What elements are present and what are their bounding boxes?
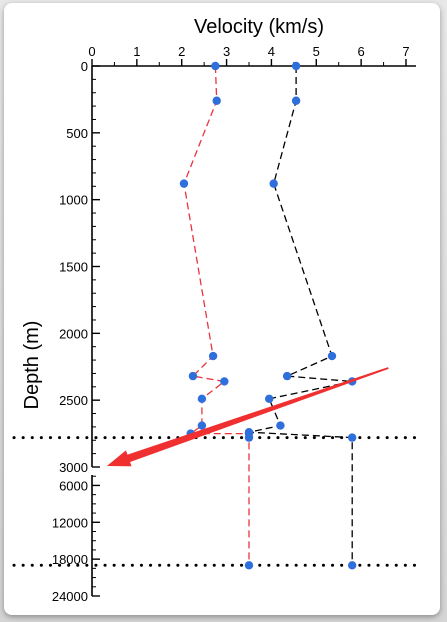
x-tick-label: 3 (223, 44, 230, 59)
data-point (244, 561, 254, 570)
data-point (264, 394, 274, 404)
y-tick-label: 3000 (59, 460, 88, 475)
data-point (197, 421, 207, 430)
y-tick-label: 2500 (59, 393, 88, 408)
y-tick-label: 1000 (59, 193, 88, 208)
data-point (347, 433, 357, 442)
x-tick-label: 7 (402, 44, 409, 59)
x-tick-label: 0 (88, 44, 95, 59)
x-axis-title: Velocity (km/s) (194, 16, 324, 38)
y-tick-label: 1500 (59, 260, 88, 275)
data-point (347, 561, 357, 570)
data-point (208, 351, 218, 361)
y-tick-label: 2000 (59, 326, 88, 341)
figure-card (4, 3, 440, 615)
data-point (212, 96, 221, 105)
data-series (179, 61, 357, 570)
data-point (220, 377, 229, 386)
data-point (188, 371, 198, 381)
red-arrow (106, 367, 389, 467)
trend-arrow (106, 367, 389, 467)
x-tick-label: 4 (268, 44, 275, 59)
data-point (276, 421, 285, 430)
x-tick-label: 5 (313, 44, 320, 59)
data-point (179, 179, 189, 188)
data-point (269, 179, 278, 188)
reference-lines (12, 436, 424, 567)
y-tick-label: 18000 (52, 552, 88, 567)
data-point (282, 371, 292, 381)
y-tick-label: 24000 (52, 589, 88, 604)
x-tick-label: 6 (358, 44, 365, 59)
series-line-2 (248, 66, 353, 566)
x-tick-label: 2 (178, 44, 185, 59)
y-tick-label: 12000 (52, 515, 88, 530)
data-point (291, 96, 301, 105)
data-point (244, 428, 254, 437)
axes: 0 1 2 3 4 5 6 7 0 500 1000 1500 2000 2500 3000 6000 1200… (52, 44, 416, 604)
x-tick-label: 1 (133, 44, 140, 59)
data-point (291, 61, 301, 71)
data-point (327, 351, 337, 361)
series-line-1 (183, 65, 250, 566)
y-tick-label: 6000 (59, 478, 88, 493)
y-tick-label: 0 (81, 59, 88, 74)
y-axis-title: Depth (m) (21, 321, 43, 410)
data-point (211, 61, 220, 71)
data-point (197, 394, 207, 404)
y-tick-label: 500 (66, 126, 88, 141)
